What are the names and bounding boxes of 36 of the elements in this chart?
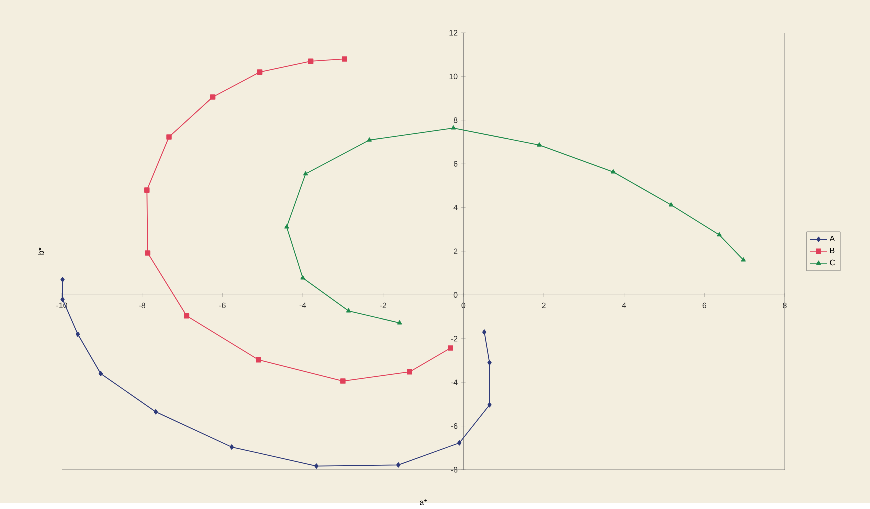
point xyxy=(668,202,674,207)
point xyxy=(144,188,150,194)
point xyxy=(488,360,492,366)
point xyxy=(98,371,104,377)
point xyxy=(451,126,456,130)
point xyxy=(396,462,401,468)
point xyxy=(257,70,263,76)
point xyxy=(407,370,412,375)
point xyxy=(611,170,616,174)
point xyxy=(458,440,462,446)
point xyxy=(303,172,308,176)
point xyxy=(300,276,306,280)
point xyxy=(184,314,190,319)
point xyxy=(145,250,151,256)
point xyxy=(717,232,722,237)
point xyxy=(346,308,352,313)
point xyxy=(367,138,372,142)
point xyxy=(60,277,65,283)
point xyxy=(537,142,542,148)
point xyxy=(488,402,492,408)
point xyxy=(60,297,65,302)
point xyxy=(76,332,80,338)
point xyxy=(308,58,314,64)
point xyxy=(256,358,262,363)
point xyxy=(482,330,487,336)
point xyxy=(284,224,290,229)
point xyxy=(230,444,234,450)
point xyxy=(342,56,348,62)
point xyxy=(154,410,158,415)
point xyxy=(166,134,172,140)
point xyxy=(210,94,216,100)
point xyxy=(397,320,402,325)
point xyxy=(741,258,746,262)
point xyxy=(314,464,319,470)
point xyxy=(448,346,454,352)
point xyxy=(340,378,346,384)
